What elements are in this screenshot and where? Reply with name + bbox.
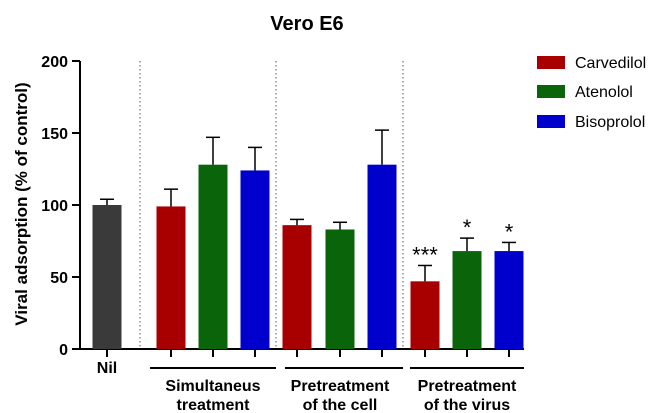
legend-swatch xyxy=(537,115,565,128)
significance-label: *** xyxy=(412,242,438,267)
legend-swatch xyxy=(537,56,565,69)
legend-swatch xyxy=(537,85,565,98)
bar xyxy=(198,164,228,349)
legend: Carvedilol Atenolol Bisoprolol xyxy=(537,55,646,131)
bar xyxy=(156,206,186,349)
x-group-label: Nil xyxy=(97,360,117,377)
x-group-label: Simultaneus xyxy=(165,378,260,395)
x-group-label: of the virus xyxy=(424,397,510,413)
y-tick-label: 100 xyxy=(41,198,68,215)
bar xyxy=(494,251,524,349)
x-group-label: of the cell xyxy=(303,397,378,413)
chart-title: Vero E6 xyxy=(270,13,343,35)
bar xyxy=(92,205,122,349)
significance-label: * xyxy=(463,215,472,240)
legend-label: Carvedilol xyxy=(575,55,646,72)
legend-label: Atenolol xyxy=(575,84,633,101)
x-group-label: treatment xyxy=(177,397,251,413)
bar xyxy=(452,251,482,349)
y-axis-label: Viral adsorption (% of control) xyxy=(12,82,31,325)
y-tick-label: 150 xyxy=(41,126,68,143)
y-tick-label: 200 xyxy=(41,54,68,71)
bar xyxy=(367,164,397,349)
bar xyxy=(325,229,355,349)
y-tick-label: 0 xyxy=(59,342,68,359)
bar xyxy=(410,281,440,349)
y-tick-label: 50 xyxy=(50,270,68,287)
legend-label: Bisoprolol xyxy=(575,114,645,131)
x-group-label: Pretreatment xyxy=(418,378,517,395)
bar xyxy=(240,170,270,349)
x-group-label: Pretreatment xyxy=(291,378,390,395)
significance-label: * xyxy=(505,219,514,244)
bar xyxy=(282,225,312,349)
